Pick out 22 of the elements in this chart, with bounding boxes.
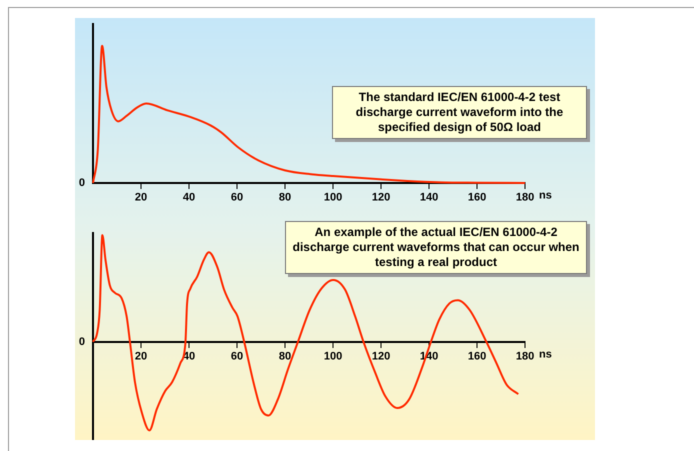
annotation: 0 <box>78 177 85 190</box>
x-axis-title: ns <box>539 348 552 360</box>
x-tick-label: 60 <box>230 192 244 204</box>
x-tick-label: 180 <box>516 192 534 204</box>
x-tick-label: 120 <box>372 350 390 362</box>
callout-box: An example of the actual IEC/EN 61000-4-2 discharge current waveforms that can occur when testing a real product <box>285 221 587 274</box>
x-tick-label: 20 <box>134 192 148 204</box>
x-tick-label: 160 <box>468 350 486 362</box>
x-tick-label: 60 <box>230 350 244 362</box>
x-tick-label: 160 <box>468 192 486 204</box>
annotation: 0 <box>78 336 85 348</box>
x-tick-label: 120 <box>372 192 390 204</box>
x-tick-label: 80 <box>278 192 292 204</box>
x-tick-label: 140 <box>420 192 438 204</box>
x-tick-label: 80 <box>278 350 292 362</box>
x-tick-label: 180 <box>516 350 534 362</box>
x-tick-label: 100 <box>324 192 342 204</box>
x-axis-title: ns <box>539 190 552 202</box>
callout-box: The standard IEC/EN 61000-4-2 test discharge current waveform into the specified design of 50Ω load <box>332 86 587 139</box>
x-tick-label: 100 <box>324 350 342 362</box>
x-tick-label: 20 <box>134 350 148 362</box>
x-tick-label: 40 <box>182 192 196 204</box>
